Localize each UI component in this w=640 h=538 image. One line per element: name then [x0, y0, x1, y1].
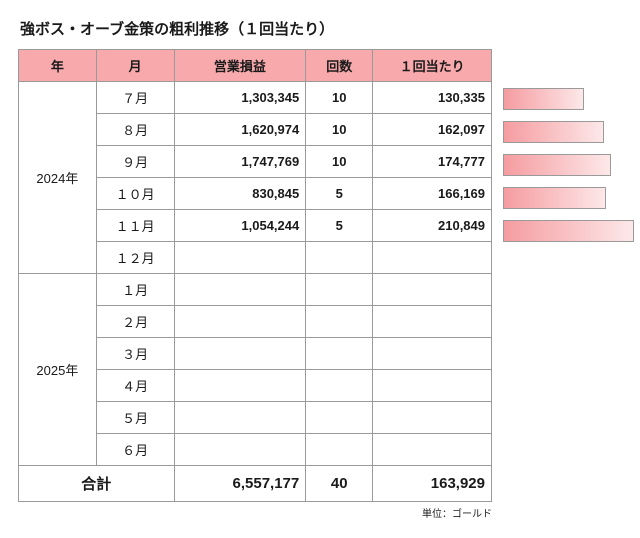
month-cell: ５月: [96, 402, 174, 434]
month-cell: ８月: [96, 114, 174, 146]
month-cell: ４月: [96, 370, 174, 402]
count-cell: [306, 306, 373, 338]
per-cell: [373, 242, 492, 274]
profit-cell: 1,620,974: [174, 114, 306, 146]
profit-cell: [174, 274, 306, 306]
month-cell: １１月: [96, 210, 174, 242]
count-cell: 5: [306, 178, 373, 210]
month-cell: ９月: [96, 146, 174, 178]
month-cell: ３月: [96, 338, 174, 370]
per-cell: [373, 274, 492, 306]
per-cell: 174,777: [373, 146, 492, 178]
profit-cell: 1,303,345: [174, 82, 306, 114]
year-cell: 2024年: [19, 82, 97, 274]
table-row: 2025年１月: [19, 274, 492, 306]
count-cell: 10: [306, 82, 373, 114]
per-cell: [373, 402, 492, 434]
per-cell: 166,169: [373, 178, 492, 210]
data-table: 年 月 営業損益 回数 １回当たり 2024年７月1,303,34510130,…: [18, 49, 492, 502]
bar: [503, 187, 606, 209]
profit-cell: [174, 242, 306, 274]
bar: [503, 220, 634, 242]
month-cell: ２月: [96, 306, 174, 338]
count-cell: [306, 370, 373, 402]
per-cell: 210,849: [373, 210, 492, 242]
month-cell: ７月: [96, 82, 174, 114]
month-cell: １２月: [96, 242, 174, 274]
profit-cell: [174, 402, 306, 434]
col-count-header: 回数: [306, 50, 373, 82]
profit-cell: [174, 434, 306, 466]
profit-cell: 1,054,244: [174, 210, 306, 242]
year-cell: 2025年: [19, 274, 97, 466]
profit-cell: 1,747,769: [174, 146, 306, 178]
page-title: 強ボス・オーブ金策の粗利推移（１回当たり）: [20, 18, 622, 39]
count-cell: 10: [306, 114, 373, 146]
count-cell: [306, 434, 373, 466]
total-row: 合計6,557,17740163,929: [19, 466, 492, 502]
count-cell: [306, 338, 373, 370]
per-cell: [373, 434, 492, 466]
col-month-header: 月: [96, 50, 174, 82]
total-per-cell: 163,929: [373, 466, 492, 502]
per-cell: 130,335: [373, 82, 492, 114]
count-cell: [306, 402, 373, 434]
unit-caption: 単位：ゴールド: [18, 502, 494, 520]
month-cell: １０月: [96, 178, 174, 210]
count-cell: [306, 242, 373, 274]
table-header-row: 年 月 営業損益 回数 １回当たり: [19, 50, 492, 82]
table-row: 2024年７月1,303,34510130,335: [19, 82, 492, 114]
profit-cell: [174, 370, 306, 402]
profit-cell: 830,845: [174, 178, 306, 210]
month-cell: ６月: [96, 434, 174, 466]
count-cell: 5: [306, 210, 373, 242]
per-cell: [373, 338, 492, 370]
per-cell: [373, 306, 492, 338]
col-profit-header: 営業損益: [174, 50, 306, 82]
total-label-cell: 合計: [19, 466, 175, 502]
month-cell: １月: [96, 274, 174, 306]
per-cell: [373, 370, 492, 402]
profit-cell: [174, 338, 306, 370]
profit-cell: [174, 306, 306, 338]
total-count-cell: 40: [306, 466, 373, 502]
per-cell: 162,097: [373, 114, 492, 146]
col-per-header: １回当たり: [373, 50, 492, 82]
bar-chart: [492, 49, 622, 502]
count-cell: [306, 274, 373, 306]
count-cell: 10: [306, 146, 373, 178]
bar: [503, 121, 604, 143]
bar: [503, 88, 584, 110]
bar: [503, 154, 611, 176]
col-year-header: 年: [19, 50, 97, 82]
total-profit-cell: 6,557,177: [174, 466, 306, 502]
